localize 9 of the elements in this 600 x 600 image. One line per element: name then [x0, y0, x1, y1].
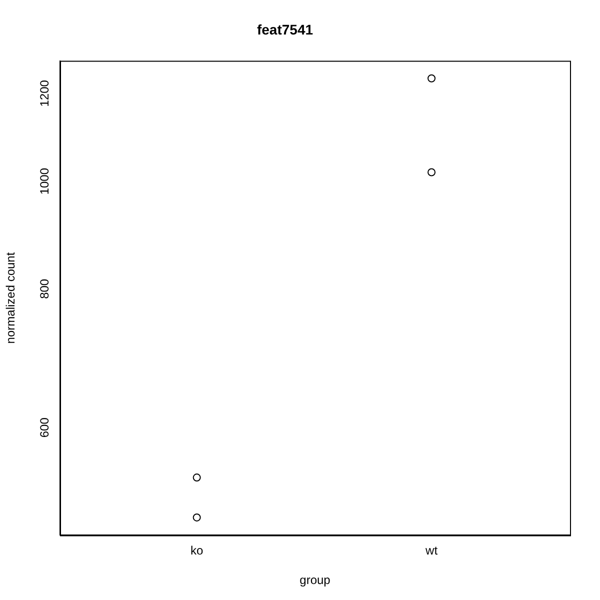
chart-title: feat7541: [256, 21, 314, 38]
y-tick-label: 800: [37, 278, 52, 299]
x-tick-label: ko: [190, 544, 204, 558]
x-tick-label: wt: [424, 544, 438, 558]
y-tick-label: 1000: [37, 168, 52, 195]
y-tick-label: 1200: [37, 80, 52, 107]
x-axis-title: group: [300, 573, 331, 588]
y-axis-title: normalized count: [4, 252, 18, 344]
y-tick-label: 600: [37, 417, 52, 438]
